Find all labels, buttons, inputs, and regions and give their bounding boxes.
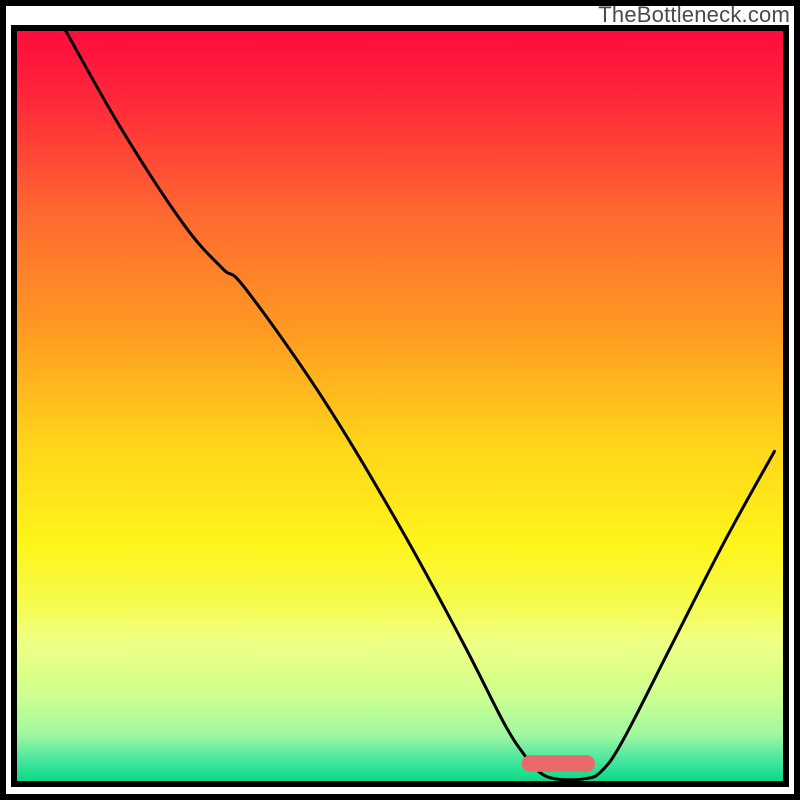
chart-container: TheBottleneck.com [0, 0, 800, 800]
watermark-text: TheBottleneck.com [598, 2, 790, 28]
optimal-marker [522, 755, 595, 772]
glow-band [14, 603, 786, 686]
bottleneck-chart [0, 0, 800, 800]
